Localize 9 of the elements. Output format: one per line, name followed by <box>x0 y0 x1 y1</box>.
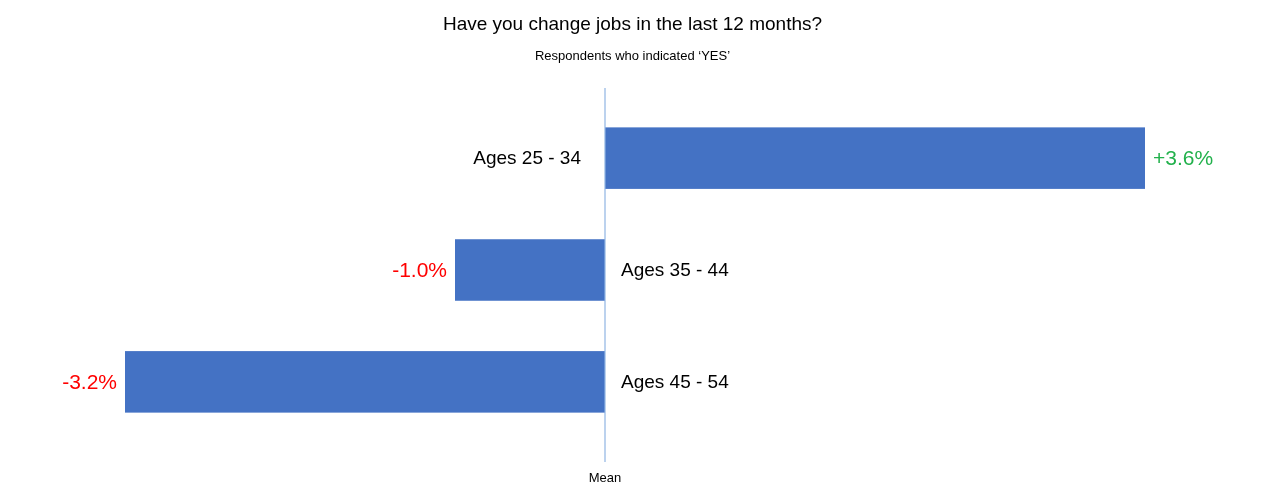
data-label: +3.6% <box>1153 146 1214 170</box>
chart-subtitle: Respondents who indicated ‘YES’ <box>534 48 731 63</box>
y-tick-label: Ages 25 - 34 <box>473 147 582 169</box>
y-tick-label: Ages 45 - 54 <box>621 370 730 392</box>
y-tick-label: Ages 35 - 44 <box>621 259 730 280</box>
text: Mean <box>588 470 622 485</box>
data-label: -3.2% <box>62 369 117 393</box>
data-label: -1.0% <box>392 258 447 281</box>
chart-title: Have you change jobs in the last 12 months? <box>442 13 823 34</box>
